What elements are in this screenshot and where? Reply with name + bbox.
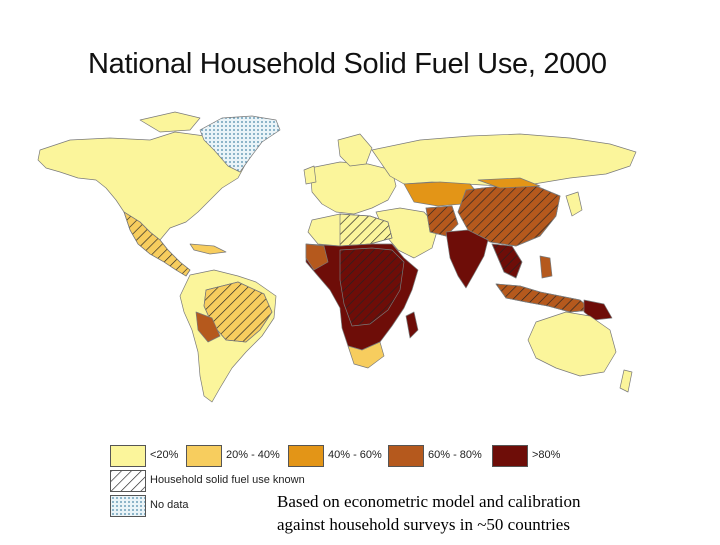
region-new-zealand bbox=[619, 369, 633, 393]
region-india bbox=[445, 229, 489, 289]
legend-label-lt20: <20% bbox=[150, 449, 179, 461]
legend-swatch-20-40 bbox=[186, 445, 222, 467]
region-central-hatch bbox=[123, 211, 191, 277]
region-philippines bbox=[539, 255, 553, 279]
region-indonesia-hatch bbox=[495, 283, 593, 313]
legend-swatch-40-60 bbox=[288, 445, 324, 467]
legend-swatch-hatch bbox=[110, 470, 146, 492]
methodology-note: Based on econometric model and calibrati… bbox=[277, 490, 657, 536]
region-russia bbox=[371, 133, 637, 187]
region-australia bbox=[527, 311, 617, 377]
region-scandinavia bbox=[337, 133, 373, 167]
legend-label-gt80: >80% bbox=[532, 449, 561, 461]
region-brazil-hatch bbox=[203, 281, 273, 343]
region-west-africa bbox=[305, 243, 329, 271]
region-africa-hatch bbox=[339, 247, 405, 327]
note-line-2: against household surveys in ~50 countri… bbox=[277, 515, 570, 534]
region-greenland bbox=[199, 115, 281, 173]
legend-label-hatch: Household solid fuel use known bbox=[150, 474, 305, 486]
region-southeast-hatch bbox=[491, 243, 523, 279]
region-madagascar bbox=[405, 311, 419, 339]
map-legend: <20% 20% - 40% 40% - 60% 60% - 80% >80% … bbox=[108, 440, 588, 520]
legend-swatch-gt80 bbox=[492, 445, 528, 467]
region-afpak-hatch bbox=[425, 205, 459, 237]
note-line-1: Based on econometric model and calibrati… bbox=[277, 492, 581, 511]
region-caribbean bbox=[189, 243, 227, 255]
region-japan bbox=[565, 191, 583, 217]
legend-label-20-40: 20% - 40% bbox=[226, 449, 280, 461]
region-mongolia bbox=[477, 177, 541, 189]
region-southern-africa bbox=[347, 341, 385, 369]
legend-label-no-data: No data bbox=[150, 499, 189, 511]
region-andes bbox=[195, 311, 221, 343]
legend-swatch-60-80 bbox=[388, 445, 424, 467]
legend-label-60-80: 60% - 80% bbox=[428, 449, 482, 461]
legend-label-40-60: 40% - 60% bbox=[328, 449, 382, 461]
region-europe bbox=[309, 161, 397, 215]
legend-swatch-lt20 bbox=[110, 445, 146, 467]
region-middle-east bbox=[375, 207, 439, 259]
region-png bbox=[583, 299, 613, 321]
legend-swatch-no-data bbox=[110, 495, 146, 517]
region-arctic-islands bbox=[139, 111, 201, 133]
region-north-america bbox=[37, 131, 246, 241]
map-title: National Household Solid Fuel Use, 2000 bbox=[88, 48, 607, 80]
region-uk bbox=[303, 165, 317, 185]
